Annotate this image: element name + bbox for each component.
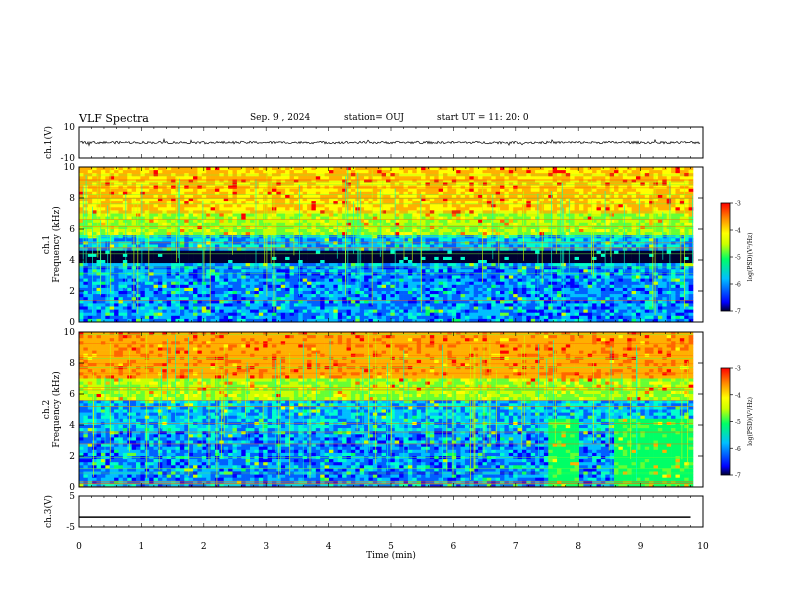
y-tick-label: 2 (69, 287, 75, 297)
y-tick-label: 10 (64, 328, 76, 338)
ch1-waveform-line (79, 137, 701, 147)
colorbar-tick-label: -3 (735, 366, 741, 373)
station-label: station= OUJ (344, 113, 405, 123)
colorbar-label: log(PSD)(V²/Hz) (747, 233, 754, 282)
y-axis-label-frequency: Frequency (kHz) (51, 371, 62, 448)
ch1-colorbar (720, 202, 731, 312)
chart-title: VLF Spectra (79, 112, 149, 125)
y-tick-label: 2 (69, 452, 75, 462)
x-tick-label: 7 (513, 542, 519, 552)
x-axis-label: Time (min) (366, 550, 416, 561)
colorbar-tick-label: -4 (735, 392, 741, 399)
colorbar-tick-label: -6 (735, 446, 741, 453)
x-tick-label: 6 (451, 542, 457, 552)
colorbar-tick-label: -4 (735, 228, 741, 235)
y-tick-label: 4 (69, 256, 75, 266)
y-tick-label: 10 (64, 163, 76, 173)
y-tick-label: 10 (64, 123, 76, 133)
y-tick-label: 0 (69, 483, 75, 493)
y-tick-label: 0 (69, 318, 75, 328)
y-axis-label: ch.3(V) (43, 495, 54, 528)
y-axis-label: ch.1(V) (43, 126, 54, 159)
x-tick-label: 0 (76, 542, 82, 552)
x-tick-label: 1 (139, 542, 145, 552)
colorbar-tick-label: -6 (735, 282, 741, 289)
x-tick-label: 10 (697, 542, 709, 552)
y-tick-label: 8 (69, 359, 75, 369)
ch1-spectrogram (79, 167, 694, 323)
colorbar-tick-label: -3 (735, 201, 741, 208)
colorbar-tick-label: -5 (735, 419, 741, 426)
x-tick-label: 8 (575, 542, 581, 552)
y-tick-label: 4 (69, 421, 75, 431)
colorbar-tick-label: -5 (735, 255, 741, 262)
y-tick-label: -10 (61, 154, 76, 164)
start-time-label: start UT = 11: 20: 0 (437, 113, 529, 123)
colorbar-label: log(PSD)(V²/Hz) (747, 397, 754, 446)
x-tick-label: 3 (263, 542, 269, 552)
y-axis-label-channel: ch.1 (42, 235, 52, 254)
y-tick-label: 8 (69, 194, 75, 204)
panel-frame (78, 495, 704, 528)
x-tick-label: 2 (201, 542, 207, 552)
colorbar-tick-label: -7 (735, 309, 741, 316)
ch2-colorbar (720, 367, 731, 476)
y-tick-label: 6 (69, 225, 75, 235)
colorbar-tick-label: -7 (735, 473, 741, 480)
colorbar-labels: -3 -4 -5 -6 -7 log(PSD)(V²/Hz) -3 -4 -5 -6 -7 log(P… (730, 201, 754, 480)
y-tick-label: 5 (69, 492, 75, 502)
x-tick-label: 5 (388, 542, 394, 552)
y-tick-label: -5 (66, 523, 75, 533)
y-tick-label: 6 (69, 390, 75, 400)
date-label: Sep. 9 , 2024 (250, 113, 311, 123)
x-tick-label: 9 (638, 542, 644, 552)
x-tick-label: 4 (326, 542, 332, 552)
ch2-spectrogram (79, 332, 694, 488)
y-axis-label-channel: ch.2 (42, 400, 52, 419)
y-axis-label-frequency: Frequency (kHz) (51, 206, 62, 283)
